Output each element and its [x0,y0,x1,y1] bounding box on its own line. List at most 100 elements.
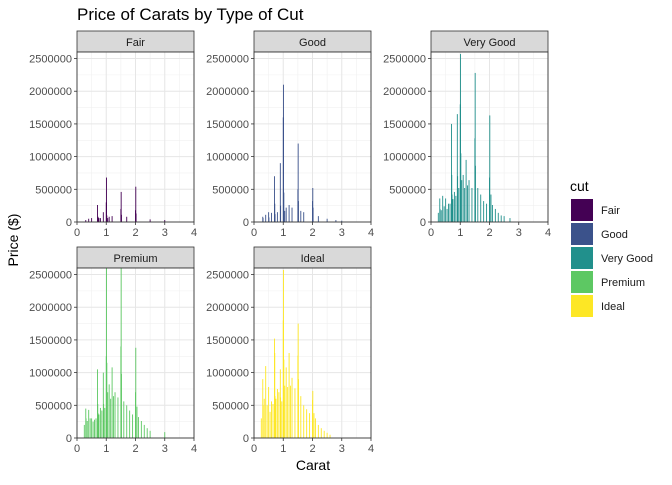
bar [494,208,496,222]
bar [106,215,108,222]
bar [265,366,267,438]
bar [298,201,299,222]
x-tick-label: 0 [251,227,257,239]
y-tick-label: 500000 [212,400,249,412]
bar [490,194,492,222]
x-tick-label: 4 [191,227,197,239]
bar [107,218,109,222]
y-tick-label: 1000000 [206,152,249,164]
bar [503,216,505,222]
bar [449,203,451,222]
bar [288,205,290,222]
legend-items: Fair Good Very Good Premium Ideal [571,199,653,317]
bar [445,198,447,222]
x-tick-label: 1 [103,443,109,455]
y-tick-label: 1000000 [29,152,72,164]
bar [285,367,287,438]
facet-strip-label: Good [299,37,326,49]
x-tick-label: 2 [309,443,315,455]
y-tick-label: 2500000 [29,270,72,282]
y-tick-label: 2000000 [29,302,72,314]
bar [300,210,302,222]
bar [312,207,314,222]
bar [113,396,115,438]
bar [120,268,122,438]
bar [452,199,454,222]
bar [111,216,113,222]
x-tick-label: 2 [132,227,138,239]
bar [300,396,302,438]
bar [123,401,125,438]
bar [462,174,464,222]
x-tick-label: 4 [368,443,374,455]
y-tick-label: 1000000 [29,368,72,380]
bar [439,208,441,222]
x-axis-title: Carat [296,457,330,473]
bar [102,212,104,222]
bar [323,430,325,438]
legend-item-fair: Fair [571,199,620,221]
bar [103,404,105,438]
legend-label: Fair [601,205,620,217]
bar [287,387,289,438]
y-tick-label: 0 [243,217,249,229]
bar [288,353,290,438]
legend-label: Very Good [601,253,653,265]
bar [477,188,479,222]
bar [440,210,442,222]
bar [460,153,462,222]
bar [263,398,265,438]
bar [268,212,270,222]
bar [306,409,308,438]
x-tick-label: 2 [309,227,315,239]
facet-panel-very-good: Very Good 0 500000 1000000 1500000 2000000 250… [383,30,551,239]
bar [474,72,476,222]
bar [164,432,166,438]
bar [335,220,337,222]
x-tick-label: 0 [74,227,80,239]
facet-panel-premium: Premium 0 500000 1000000 1500000 2000000 25000… [29,246,197,455]
bar [298,379,299,438]
x-tick-label: 2 [132,443,138,455]
bar [269,411,271,438]
legend-item-good: Good [571,223,628,245]
y-tick-label: 2000000 [206,86,249,98]
bar [451,194,453,222]
bar [500,215,502,222]
legend-swatch [571,247,593,269]
bar [303,405,305,438]
legend-label: Premium [601,277,645,289]
legend-item-premium: Premium [571,271,645,293]
legend-swatch [571,295,593,317]
bar [303,212,305,222]
bar [111,367,113,438]
y-tick-label: 2500000 [383,54,426,66]
x-tick-label: 4 [545,227,551,239]
bar [455,195,457,222]
x-tick-label: 1 [457,227,463,239]
bar [114,392,116,438]
bar [135,213,137,222]
x-tick-label: 0 [428,227,434,239]
facet-strip-label: Very Good [464,37,516,49]
bar [135,347,137,438]
bar [491,205,493,222]
bar [136,406,138,438]
bar [149,219,151,222]
bar [468,180,470,222]
bar [271,401,272,438]
facet-panels: Fair050000010000001500000200000025000000… [29,30,551,455]
bar [480,194,482,222]
bar [465,159,467,222]
bar [98,414,100,438]
bar [280,205,282,222]
bar [275,398,277,438]
bar [164,220,166,222]
bar [297,143,299,222]
facet-panel-fair: Fair 0 500000 1000000 1500000 2000000 2500000 0… [29,30,197,239]
facet-panel-good: Good 0 500000 1000000 1500000 2000000 2500000 0… [206,30,374,239]
bar [312,188,314,222]
bar [317,424,319,438]
bar [91,218,93,222]
facet-strip-label: Premium [113,253,157,265]
